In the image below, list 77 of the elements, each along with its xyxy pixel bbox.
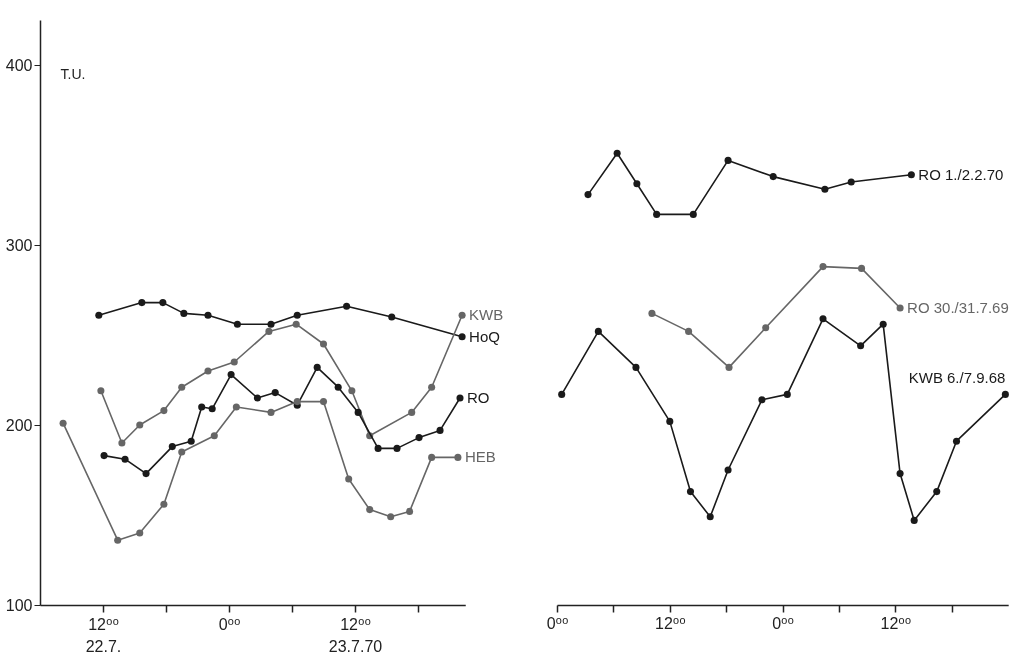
point (136, 421, 144, 429)
point (187, 437, 195, 445)
point (208, 405, 216, 413)
x-tick-label: 12⁰⁰ 22.7. (85, 615, 122, 655)
point (95, 311, 103, 319)
point (387, 513, 395, 521)
point (204, 311, 212, 319)
point (319, 340, 328, 348)
x-tick-label: 0⁰⁰ (546, 615, 569, 633)
point (415, 434, 423, 442)
point (180, 309, 188, 317)
point (178, 448, 186, 456)
series-label: KWB 6./7.9.68 (908, 369, 1006, 387)
point (454, 453, 462, 461)
x-tick-label: 12⁰⁰ 23.7.70 (328, 615, 383, 655)
point (227, 371, 235, 379)
y-tick-label: 100 (5, 596, 33, 614)
point (267, 320, 275, 328)
point (354, 408, 362, 416)
x-tick-label: 0⁰⁰ (218, 615, 241, 633)
point (138, 299, 146, 307)
point (319, 398, 328, 406)
point (366, 506, 374, 514)
point (210, 432, 218, 440)
point (406, 507, 414, 515)
point (253, 394, 261, 402)
point (334, 383, 342, 391)
point (428, 453, 436, 461)
point (292, 320, 300, 328)
x-tick-label: 0⁰⁰ (772, 615, 795, 633)
series-label: RO 1./2.2.70 (918, 165, 1004, 183)
y-tick-label: 300 (5, 236, 33, 254)
point (428, 383, 436, 391)
y-tick-label: 200 (5, 416, 33, 434)
x-tick-label: 12⁰⁰ (655, 615, 686, 633)
series-label: RO (467, 389, 490, 406)
point (136, 529, 144, 537)
x-tick-label: 12⁰⁰ (880, 615, 912, 633)
point (436, 426, 444, 434)
point (345, 475, 353, 483)
point (168, 443, 176, 451)
y-tick-label: 400 (5, 56, 33, 74)
series-label: KWB (469, 306, 504, 324)
point (374, 444, 382, 452)
point (59, 419, 67, 427)
point (160, 500, 168, 508)
point (393, 444, 401, 452)
point (458, 333, 466, 341)
series-label: HEB (464, 448, 496, 466)
point (233, 320, 241, 328)
point (388, 313, 396, 321)
point (313, 363, 321, 371)
point (232, 403, 240, 411)
series-label: RO 30./31.7.69 (907, 299, 1009, 316)
point (97, 387, 105, 395)
point (198, 403, 206, 411)
point (114, 536, 122, 544)
point (408, 408, 416, 416)
point (204, 367, 212, 375)
point (271, 389, 279, 397)
point (343, 302, 351, 310)
point (142, 470, 150, 478)
point (348, 387, 356, 395)
point (458, 311, 466, 319)
point (159, 299, 167, 307)
point (178, 383, 186, 391)
point (267, 408, 275, 416)
point (293, 311, 301, 319)
y-axis-title: T.U. (60, 65, 86, 82)
point (100, 452, 108, 460)
point (456, 394, 464, 402)
point (121, 455, 129, 463)
point (160, 407, 168, 415)
point (230, 358, 238, 366)
series-label: HoQ (469, 327, 500, 345)
point (265, 327, 273, 335)
point (118, 439, 126, 447)
